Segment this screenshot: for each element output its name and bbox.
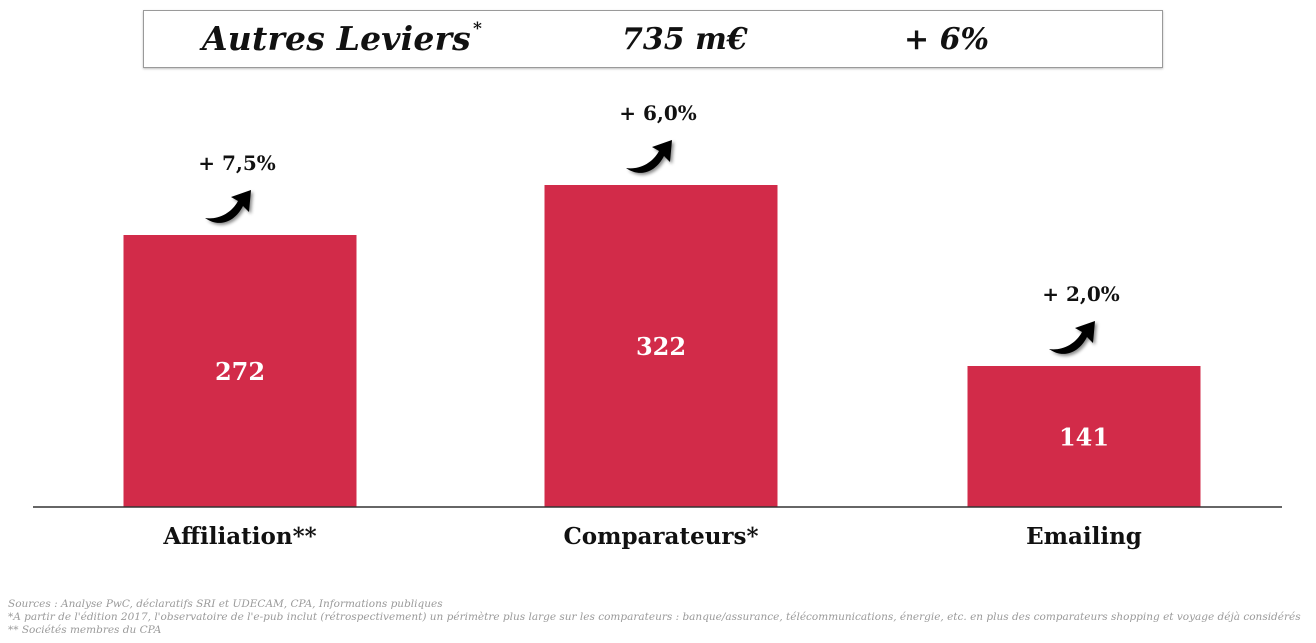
bars-layer: [123, 185, 1201, 507]
category-label-affiliation: Affiliation**: [162, 523, 316, 550]
summary-total: 735 m€: [622, 22, 748, 57]
category-label-comparateurs: Comparateurs*: [563, 523, 758, 550]
bar-emailing: [967, 366, 1201, 507]
summary-growth: + 6%: [904, 22, 989, 57]
footnote-sources: Sources : Analyse PwC, déclaratifs SRI e…: [8, 598, 443, 610]
summary-title: Autres Leviers *: [202, 19, 483, 58]
footnote-comparateurs: *A partir de l'édition 2017, l'observato…: [8, 611, 1301, 623]
value-label-affiliation: 272: [215, 357, 265, 386]
growth-label-affiliation: + 7,5%: [198, 151, 276, 175]
footnote-cpa: ** Sociétés membres du CPA: [8, 624, 162, 636]
footnotes: Sources : Analyse PwC, déclaratifs SRI e…: [8, 598, 1308, 637]
trend-up-arrow-icon-emailing: [1049, 321, 1095, 354]
bar-comparateurs: [544, 185, 778, 507]
category-label-emailing: Emailing: [1026, 523, 1142, 550]
trend-up-arrow-icon-affiliation: [205, 190, 251, 223]
summary-title-mark: *: [472, 19, 483, 39]
growth-label-comparateurs: + 6,0%: [619, 101, 697, 125]
labels-layer: 272 + 7,5% Affiliation** 322 + 6,0% Comparate…: [162, 101, 1142, 550]
growth-label-emailing: + 2,0%: [1042, 282, 1120, 306]
value-label-emailing: 141: [1059, 423, 1109, 452]
value-label-comparateurs: 322: [636, 332, 686, 361]
trend-up-arrow-icon-comparateurs: [626, 140, 672, 173]
bar-affiliation: [123, 235, 357, 507]
summary-box: Autres Leviers * 735 m€ + 6%: [143, 10, 1163, 68]
